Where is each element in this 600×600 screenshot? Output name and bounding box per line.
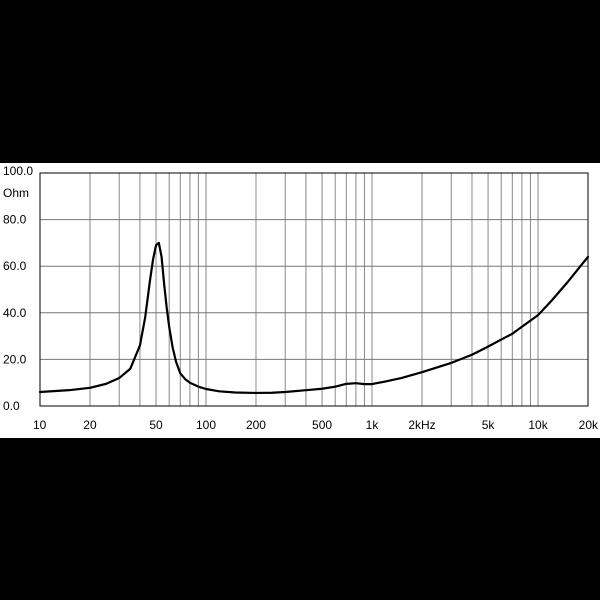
plot-frame xyxy=(39,172,589,407)
x-tick-label: 1k xyxy=(366,418,380,432)
y-tick-label: 100.0 xyxy=(3,164,33,178)
x-tick-label: 100 xyxy=(196,418,216,432)
chart-panel: 0.0 20.0 40.0 60.0 80.0 100.0 Ohm 10 20 50 100 20… xyxy=(0,163,600,438)
x-tick-label: 500 xyxy=(312,418,332,432)
y-axis-unit: Ohm xyxy=(3,186,29,200)
x-tick-label: 20 xyxy=(83,418,97,432)
impedance-chart: 0.0 20.0 40.0 60.0 80.0 100.0 Ohm 10 20 50 100 20… xyxy=(3,164,599,432)
x-tick-label: 5k xyxy=(482,418,496,432)
x-tick-label: 20k xyxy=(579,418,599,432)
x-tick-label: 50 xyxy=(149,418,163,432)
x-tick-label: 10 xyxy=(33,418,47,432)
y-tick-label: 20.0 xyxy=(3,352,27,366)
x-tick-labels: 10 20 50 100 200 500 1k 2kHz 5k 10k 20k xyxy=(33,418,599,432)
major-grid xyxy=(40,219,588,360)
y-tick-labels: 0.0 20.0 40.0 60.0 80.0 100.0 xyxy=(3,164,33,413)
y-tick-label: 80.0 xyxy=(3,213,27,227)
minor-grid xyxy=(89,173,539,406)
y-tick-label: 40.0 xyxy=(3,306,27,320)
x-tick-label: 200 xyxy=(246,418,266,432)
x-tick-label: 10k xyxy=(528,418,548,432)
y-tick-label: 60.0 xyxy=(3,259,27,273)
x-tick-label: 2kHz xyxy=(408,418,435,432)
impedance-curve xyxy=(38,241,590,395)
y-tick-label: 0.0 xyxy=(3,399,20,413)
